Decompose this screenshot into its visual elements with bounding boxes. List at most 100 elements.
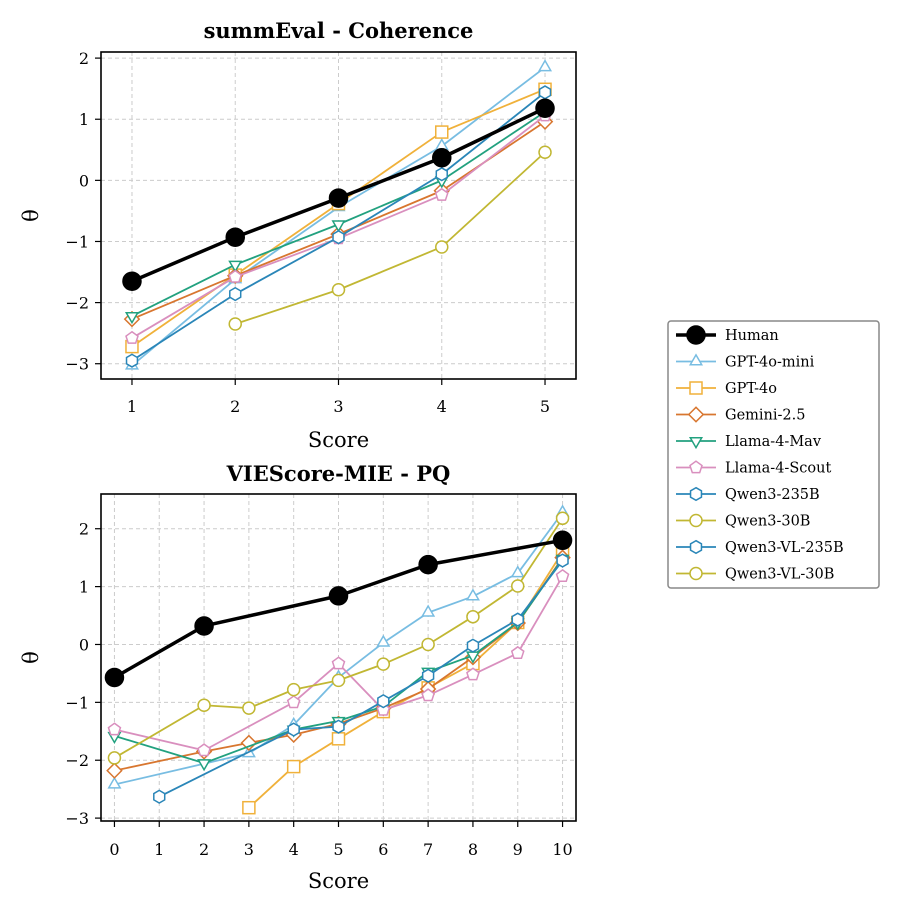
x-tick-label: 5: [540, 397, 550, 416]
data-point-human: [328, 586, 349, 606]
data-point-llama-4-scout: [555, 568, 570, 583]
data-point-qwen3-vl-30b: [421, 637, 435, 652]
data-point-qwen3-vl-30b: [376, 657, 391, 671]
data-point-gpt-4o-mini: [510, 565, 525, 578]
data-point-qwen3-235b: [538, 85, 552, 100]
data-point-human: [194, 616, 214, 636]
data-point-qwen3-235b: [332, 230, 345, 245]
y-tick-label: −1: [65, 693, 89, 712]
legend-label: Llama-4-Scout: [725, 461, 831, 477]
series-llama-4-scout: [107, 568, 570, 757]
legend-item-gemini-2-5: Gemini-2.5: [676, 406, 806, 424]
y-tick-label: −2: [65, 294, 89, 313]
data-point-qwen3-vl-235b: [466, 638, 480, 653]
chart-title: summEval - Coherence: [204, 18, 474, 43]
data-point-qwen3-vl-235b: [332, 719, 345, 734]
series-qwen3-vl-30b: [107, 511, 570, 765]
legend-item-qwen3-vl-30b: Qwen3-VL-30B: [676, 567, 834, 583]
legend-label: GPT-4o: [725, 381, 777, 397]
legend-marker-qwen3-30b: [689, 513, 703, 528]
data-point-human: [552, 530, 573, 551]
series-line-qwen3-vl-30b: [113, 517, 564, 759]
y-tick-label: 1: [79, 578, 89, 597]
data-point-qwen3-30b: [228, 317, 242, 331]
data-point-qwen3-30b: [331, 283, 346, 297]
legend-marker-qwen3-vl-30b: [689, 566, 703, 581]
data-point-gpt-4o-mini: [376, 634, 391, 647]
y-tick-label: 1: [79, 110, 89, 129]
legend-item-qwen3-235b: Qwen3-235B: [676, 486, 820, 503]
legend-item-qwen3-vl-235b: Qwen3-VL-235B: [676, 539, 844, 556]
data-point-gpt-4o: [242, 800, 256, 815]
data-point-gpt-4o-mini: [107, 776, 122, 789]
x-tick-label: 0: [109, 840, 119, 859]
data-point-llama-4-mav: [331, 220, 346, 233]
series-human: [122, 98, 555, 291]
x-tick-label: 1: [154, 840, 164, 859]
legend-item-qwen3-30b: Qwen3-30B: [676, 514, 810, 530]
y-tick-label: 0: [79, 171, 89, 190]
series-line-gemini-2-5: [114, 557, 564, 772]
data-point-qwen3-235b: [435, 167, 448, 182]
data-point-llama-4-mav: [197, 759, 212, 772]
legend-marker-qwen3-vl-235b: [689, 539, 703, 555]
y-tick-label: 2: [79, 49, 89, 68]
data-point-qwen3-vl-235b: [287, 722, 300, 737]
series-line-qwen3-vl-235b: [158, 560, 564, 798]
data-point-qwen3-vl-235b: [556, 553, 569, 568]
series-qwen3-vl-235b: [153, 553, 569, 804]
data-point-qwen3-vl-30b: [331, 673, 346, 688]
legend-marker-gpt-4o: [689, 381, 703, 395]
legend-marker-human: [686, 325, 706, 345]
legend-marker-llama-4-mav: [688, 436, 704, 450]
data-point-qwen3-vl-30b: [197, 698, 211, 712]
data-point-qwen3-vl-30b: [242, 701, 256, 715]
x-tick-label: 8: [468, 840, 478, 859]
x-tick-label: 3: [333, 397, 343, 416]
data-point-gpt-4o: [286, 759, 301, 774]
data-point-qwen3-vl-30b: [555, 511, 570, 526]
data-point-human: [328, 188, 349, 208]
legend-label: GPT-4o-mini: [725, 355, 815, 371]
data-point-human: [418, 554, 438, 575]
data-point-gpt-4o-mini: [538, 59, 553, 72]
plot-frame: [100, 493, 577, 822]
y-tick-label: −3: [65, 355, 89, 374]
x-axis-label: Score: [308, 869, 369, 893]
legend-item-llama-4-scout: Llama-4-Scout: [676, 460, 831, 477]
data-point-qwen3-vl-235b: [511, 612, 524, 627]
series-qwen3-30b: [228, 145, 552, 331]
y-tick-label: −2: [65, 751, 89, 770]
data-point-human: [122, 271, 142, 291]
x-tick-label: 5: [333, 840, 343, 859]
legend-marker-qwen3-235b: [689, 486, 703, 502]
legend-label: Qwen3-235B: [725, 487, 820, 503]
series-human: [104, 530, 573, 688]
legend-marker-gemini-2-5: [687, 406, 705, 423]
data-point-gpt-4o-mini: [465, 588, 480, 601]
data-point-gpt-4o-mini: [434, 138, 449, 151]
x-tick-label: 2: [199, 840, 209, 859]
data-point-qwen3-vl-30b: [286, 682, 301, 697]
chart-title: VIEScore-MIE - PQ: [226, 461, 451, 486]
data-point-qwen3-30b: [538, 145, 552, 159]
series-line-gpt-4o: [131, 88, 546, 348]
data-point-llama-4-scout: [510, 645, 525, 660]
data-point-gemini-2-5: [106, 762, 123, 779]
data-point-llama-4-scout: [197, 743, 211, 757]
data-point-qwen3-vl-30b: [107, 751, 122, 765]
data-point-llama-4-scout: [466, 667, 480, 681]
legend-label: Qwen3-VL-30B: [725, 567, 834, 583]
data-point-human: [225, 227, 245, 247]
data-point-qwen3-30b: [435, 240, 449, 254]
data-point-qwen3-235b: [125, 353, 139, 368]
data-point-gemini-2-5: [240, 734, 258, 752]
data-point-llama-4-scout: [228, 269, 243, 283]
x-tick-label: 1: [127, 397, 137, 416]
x-tick-label: 2: [230, 397, 240, 416]
legend-label: Llama-4-Mav: [725, 434, 822, 450]
legend-box: [667, 320, 880, 589]
x-tick-label: 6: [378, 840, 388, 859]
y-tick-label: −3: [65, 809, 89, 828]
